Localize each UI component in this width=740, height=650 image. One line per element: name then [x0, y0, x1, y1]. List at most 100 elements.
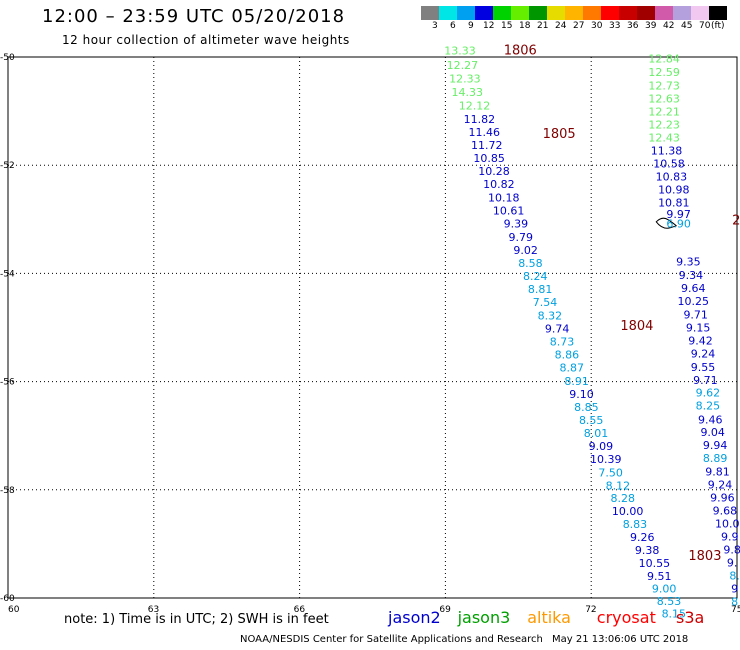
- wave-height-label: 11.46: [469, 126, 501, 139]
- colorbar-label: 15: [501, 21, 513, 31]
- colorbar: [421, 6, 727, 20]
- map-subtitle: 12 hour collection of altimeter wave hei…: [62, 33, 350, 47]
- wave-height-label: 12.12: [459, 99, 491, 112]
- wave-height-label: 9.46: [698, 413, 723, 426]
- colorbar-label: 18: [519, 21, 531, 31]
- wave-height-label: 12.43: [648, 131, 680, 144]
- wave-height-label: 10.85: [473, 152, 505, 165]
- colorbar-label: 12: [483, 21, 495, 31]
- colorbar-swatch: [655, 6, 673, 20]
- track-time-label: 1805: [543, 127, 576, 142]
- wave-height-label: 14.33: [452, 86, 484, 99]
- wave-height-label: 8.01: [584, 427, 609, 440]
- wave-height-label: 8.28: [611, 492, 636, 505]
- wave-height-label: 9.8: [723, 544, 740, 557]
- wave-height-label: 11.38: [651, 144, 683, 157]
- wave-height-label: 8.85: [574, 401, 599, 414]
- colorbar-swatch: [475, 6, 493, 20]
- legend-item-cryosat: cryosat: [596, 608, 656, 627]
- track-time-label: 1806: [504, 43, 537, 58]
- x-tick-label: 75: [731, 605, 740, 615]
- wave-height-label: 9.81: [705, 466, 730, 479]
- colorbar-label: 6: [450, 21, 456, 31]
- wave-height-label: 9.04: [700, 426, 725, 439]
- x-tick-label: 63: [148, 605, 159, 615]
- timestamp: May 21 13:06:06 UTC 2018: [552, 634, 689, 645]
- wave-height-label: 9.97: [666, 208, 691, 221]
- wave-height-label: 11.72: [471, 139, 503, 152]
- wave-height-label: 8.73: [550, 335, 575, 348]
- track-time-label: 221: [732, 214, 740, 229]
- y-tick-label: -56: [0, 378, 15, 388]
- colorbar-label: 33: [609, 21, 621, 31]
- wave-height-label: 10.28: [478, 165, 510, 178]
- wave-height-label: 7.50: [598, 466, 623, 479]
- legend-item-s3a: s3a: [676, 608, 705, 627]
- wave-height-label: 10.98: [658, 183, 690, 196]
- wave-height-label: 8.15: [662, 607, 687, 620]
- colorbar-swatch: [529, 6, 547, 20]
- wave-height-label: 7.54: [533, 296, 558, 309]
- colorbar-label: 30: [591, 21, 603, 31]
- wave-height-label: 10.25: [678, 295, 710, 308]
- wave-height-label: 10.00: [612, 505, 644, 518]
- colorbar-label: 42: [663, 21, 675, 31]
- wave-height-label: 10.83: [656, 170, 688, 183]
- wave-height-label: 9.68: [713, 505, 738, 518]
- track-time-label: 1804: [620, 319, 653, 334]
- island-outline: [655, 217, 678, 229]
- wave-height-label: 9.96: [710, 492, 735, 505]
- wave-height-label: 8.87: [560, 361, 585, 374]
- colorbar-swatch: [691, 6, 709, 20]
- wave-height-label: 8.32: [538, 309, 563, 322]
- wave-height-label: 9.: [727, 557, 738, 570]
- wave-height-label: 8: [731, 596, 738, 609]
- wave-height-label: 9.35: [676, 255, 701, 268]
- colorbar-swatch: [619, 6, 637, 20]
- wave-height-label: 10.18: [488, 191, 520, 204]
- wave-height-label: 10.58: [653, 157, 685, 170]
- wave-height-label: 9: [731, 583, 738, 596]
- colorbar-swatch: [421, 6, 439, 20]
- colorbar-label: 24: [555, 21, 567, 31]
- y-tick-label: -54: [0, 269, 15, 279]
- colorbar-label: 21: [537, 21, 549, 31]
- wave-height-label: 10.81: [658, 196, 690, 209]
- wave-height-label: 8.: [729, 570, 740, 583]
- wave-height-label: 9.15: [686, 321, 711, 334]
- colorbar-swatch: [583, 6, 601, 20]
- wave-height-label: 12.59: [648, 66, 680, 79]
- colorbar-label: (ft): [711, 21, 725, 31]
- legend-item-altika: altika: [527, 608, 571, 627]
- colorbar-swatch: [601, 6, 619, 20]
- map-frame: [7, 56, 738, 599]
- colorbar-swatch: [457, 6, 475, 20]
- wave-height-label: 10.0: [715, 518, 740, 531]
- wave-height-label: 9.74: [545, 322, 570, 335]
- wave-height-label: 9.51: [647, 570, 672, 583]
- wave-height-label: 10.39: [590, 453, 622, 466]
- wave-height-label: 9.00: [652, 583, 677, 596]
- wave-height-label: 9.71: [683, 308, 708, 321]
- wave-height-label: 10.61: [493, 204, 525, 217]
- legend-item-jason2: jason2: [388, 608, 441, 627]
- wave-height-label: 8.58: [518, 257, 543, 270]
- colorbar-swatch: [439, 6, 457, 20]
- colorbar-swatch: [709, 6, 727, 20]
- colorbar-label: 45: [681, 21, 693, 31]
- wave-height-label: 6.90: [666, 217, 691, 230]
- wave-height-label: 12.84: [648, 52, 680, 65]
- wave-height-label: 12.33: [449, 72, 481, 85]
- colorbar-swatch: [511, 6, 529, 20]
- track-time-label: 1803: [688, 549, 721, 564]
- wave-height-label: 8.55: [579, 414, 604, 427]
- wave-height-label: 10.55: [639, 557, 671, 570]
- wave-height-label: 9.64: [681, 282, 706, 295]
- wave-height-label: 9.24: [691, 347, 716, 360]
- x-tick-label: 69: [439, 605, 451, 615]
- wave-height-label: 8.81: [528, 283, 553, 296]
- wave-height-label: 10.82: [483, 178, 515, 191]
- wave-height-label: 9.38: [635, 544, 660, 557]
- colorbar-label: 3: [432, 21, 438, 31]
